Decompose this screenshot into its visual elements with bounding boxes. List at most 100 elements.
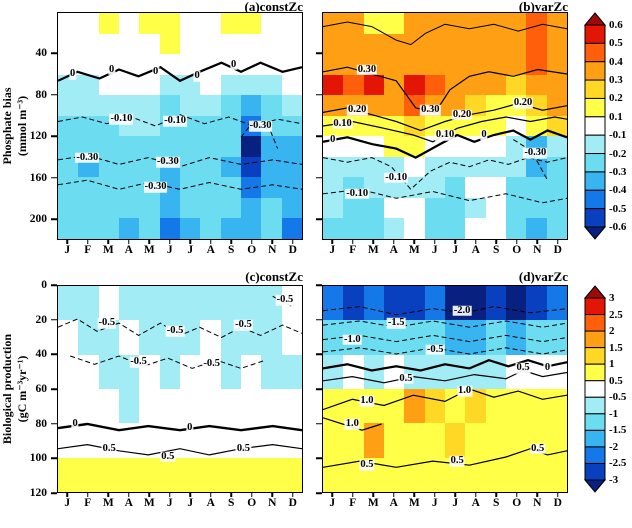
- x-tick-mark: [169, 493, 171, 497]
- colorbar-tick-label: -0.3: [609, 165, 627, 178]
- x-tick-mark: [393, 493, 395, 497]
- heatmap-cell-b: [485, 33, 507, 55]
- heatmap-cell-c: [78, 423, 99, 458]
- x-tick-mark: [66, 240, 68, 244]
- heatmap-cell-a: [58, 136, 79, 157]
- heatmap-cell-a: [241, 74, 262, 96]
- heatmap-cell-b: [465, 197, 486, 219]
- panel-c-title: (c)constZc: [245, 269, 303, 284]
- x-tick-mark: [87, 493, 89, 497]
- heatmap-cell-a: [261, 95, 282, 116]
- contour-label: -1.5: [386, 316, 406, 329]
- x-tick-mark: [495, 240, 497, 244]
- month-label: J: [329, 244, 336, 256]
- panel-b-heatmap: 0.30 0.30 0.20 0.20 0.20 0.10 0.10 0 0 -0.10 -0.10…: [322, 12, 568, 240]
- y-tick-mark: [51, 492, 57, 494]
- heatmap-cell-b: [445, 136, 466, 157]
- heatmap-cell-d: [526, 457, 547, 492]
- heatmap-cell-b: [526, 13, 547, 34]
- x-tick-mark: [210, 240, 212, 244]
- x-tick-mark: [189, 493, 191, 497]
- contour-label: -1.0: [342, 333, 362, 345]
- heatmap-cell-b: [506, 13, 527, 34]
- heatmap-cell-c: [281, 423, 302, 458]
- x-tick-mark: [148, 240, 150, 244]
- y-tick-label: 160: [29, 171, 47, 184]
- heatmap-cell-d: [485, 286, 507, 321]
- heatmap-cell-d: [546, 286, 567, 321]
- heatmap-cell-b: [485, 197, 507, 219]
- heatmap-cell-c: [220, 354, 242, 390]
- x-tick-mark: [372, 240, 374, 244]
- month-label: J: [166, 244, 173, 256]
- heatmap-cell-d: [485, 457, 507, 492]
- heatmap-cell-c: [261, 354, 282, 390]
- heatmap-cell-a: [180, 13, 201, 34]
- contour-label: -0.5: [275, 294, 295, 306]
- month-label: M: [408, 497, 420, 509]
- heatmap-cell-b: [546, 218, 567, 239]
- heatmap-cell-a: [200, 115, 221, 137]
- contour-label: -2.0: [452, 304, 472, 316]
- heatmap-cell-d: [404, 286, 425, 321]
- x-tick-mark: [434, 240, 436, 244]
- heatmap-cell-b: [384, 136, 405, 157]
- contour-label: -0.10: [109, 112, 134, 125]
- month-label: S: [493, 497, 500, 509]
- month-label: A: [389, 497, 398, 509]
- x-tick-mark: [331, 240, 333, 244]
- heatmap-cell-c: [58, 457, 79, 492]
- heatmap-cell-b: [546, 74, 567, 96]
- contour-label: -0.30: [248, 119, 273, 132]
- heatmap-cell-a: [200, 218, 221, 239]
- heatmap-cell-b: [546, 136, 567, 157]
- heatmap-cell-b: [526, 218, 547, 239]
- month-label: J: [431, 497, 438, 509]
- y-tick-mark: [316, 135, 322, 138]
- month-label: M: [102, 497, 114, 509]
- heatmap-cell-a: [119, 156, 140, 178]
- heatmap-cell-b: [323, 218, 344, 239]
- heatmap-cell-b: [445, 197, 466, 219]
- y-tick-mark: [316, 52, 322, 55]
- heatmap-cell-d: [363, 354, 385, 390]
- heatmap-cell-c: [159, 286, 181, 321]
- heatmap-cell-b: [546, 197, 567, 219]
- heatmap-cell-b: [546, 13, 567, 34]
- heatmap-cell-a: [58, 177, 79, 199]
- heatmap-cell-b: [485, 136, 507, 157]
- contour-label: -0.30: [155, 155, 180, 168]
- y-tick-mark: [316, 353, 322, 356]
- heatmap-cell-c: [98, 286, 120, 321]
- heatmap-cell-b: [424, 197, 446, 219]
- colorbar-tick-label: 1.5: [609, 341, 623, 354]
- x-tick-mark: [271, 493, 273, 497]
- heatmap-cell-b: [323, 74, 344, 96]
- heatmap-cell-c: [159, 457, 181, 492]
- contour-label: -0.5: [234, 318, 253, 331]
- y-tick-mark: [51, 388, 57, 390]
- heatmap-cell-b: [384, 95, 405, 116]
- heatmap-cell-b: [404, 115, 425, 137]
- heatmap-cell-b: [546, 33, 567, 55]
- heatmap-cell-c: [281, 389, 302, 424]
- heatmap-cell-c: [241, 286, 262, 321]
- colorbar-tick-label: -2.5: [609, 457, 627, 470]
- heatmap-cell-c: [180, 423, 201, 458]
- heatmap-cell-b: [445, 156, 466, 178]
- x-tick-mark: [189, 240, 191, 244]
- panel-a-title: (a)constZc: [244, 0, 304, 14]
- heatmap-cell-b: [546, 156, 567, 178]
- heatmap-cell-a: [98, 218, 120, 239]
- heatmap-cell-d: [526, 320, 547, 355]
- heatmap-cell-d: [506, 457, 527, 492]
- x-tick-mark: [372, 493, 374, 497]
- heatmap-cell-d: [404, 423, 425, 458]
- month-label: O: [247, 244, 257, 256]
- heatmap-cell-b: [323, 54, 344, 75]
- heatmap-cell-a: [139, 33, 160, 55]
- contour-label: 0: [151, 65, 160, 77]
- month-label: A: [124, 497, 133, 509]
- contour-label: 0.5: [449, 454, 465, 467]
- x-tick-mark: [230, 240, 232, 244]
